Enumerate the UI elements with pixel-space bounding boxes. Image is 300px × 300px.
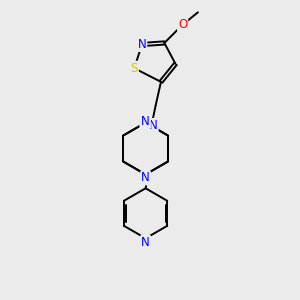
Text: S: S xyxy=(130,62,138,75)
Text: N: N xyxy=(141,172,150,184)
Text: H: H xyxy=(140,117,149,127)
Text: N: N xyxy=(149,119,158,132)
Text: N: N xyxy=(141,236,150,249)
Text: N: N xyxy=(141,115,150,128)
Text: O: O xyxy=(178,18,187,31)
Text: N: N xyxy=(138,38,146,51)
